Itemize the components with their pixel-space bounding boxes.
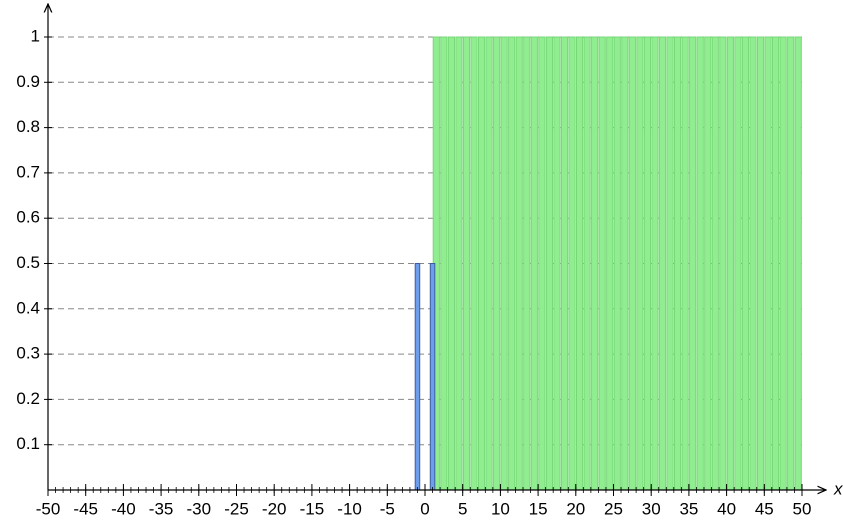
x-tick-label: 35	[679, 499, 698, 518]
bar	[764, 36, 772, 491]
bar	[673, 36, 682, 491]
bar	[772, 36, 780, 491]
x-tick-label: -5	[380, 499, 395, 518]
axes: x 0.10.20.30.40.50.60.70.80.91-50 -45 -40-…	[16, 4, 843, 518]
bar	[429, 263, 436, 491]
bar	[583, 36, 591, 491]
x-axis-label: x	[833, 479, 843, 498]
x-tick-label: -35	[149, 499, 174, 518]
bars	[414, 36, 802, 491]
bar	[779, 36, 787, 491]
x-tick-label: 25	[604, 499, 623, 518]
bar	[598, 36, 606, 491]
bar	[643, 36, 652, 491]
y-tick-label: 0.3	[16, 344, 40, 363]
bar	[470, 36, 478, 491]
x-tick-label: 0	[420, 499, 429, 518]
bar	[462, 36, 471, 491]
y-tick-label: 0.8	[16, 117, 40, 136]
bar	[734, 36, 742, 491]
x-tick-label: -50	[36, 499, 61, 518]
x-tick-label: 45	[755, 499, 774, 518]
x-tick-label: 10	[491, 499, 510, 518]
bar	[414, 263, 421, 491]
bar	[553, 36, 561, 491]
bar	[613, 36, 621, 491]
bar	[681, 36, 689, 491]
bar	[749, 36, 757, 491]
x-tick-label: -20	[262, 499, 287, 518]
bar	[651, 36, 659, 491]
bar	[794, 36, 802, 491]
bar	[666, 36, 674, 491]
y-tick-label: 0.2	[16, 389, 40, 408]
bar	[530, 36, 538, 491]
x-tick-label: 15	[529, 499, 548, 518]
bar	[560, 36, 569, 491]
bar	[538, 36, 546, 491]
bar	[696, 36, 704, 491]
x-tick-label: 5	[458, 499, 467, 518]
y-tick-label: 0.1	[16, 434, 40, 453]
bar	[500, 36, 508, 491]
bar	[756, 36, 765, 491]
bar	[523, 36, 531, 491]
x-tick-label: 30	[642, 499, 661, 518]
y-tick-label: 0.4	[16, 298, 40, 317]
bar	[515, 36, 523, 491]
x-tick-label: -25	[224, 499, 249, 518]
x-tick-label: 20	[566, 499, 585, 518]
bar	[485, 36, 493, 491]
bar	[508, 36, 516, 491]
bar	[689, 36, 697, 491]
bar	[711, 36, 719, 491]
bar	[628, 36, 636, 491]
bar	[658, 36, 667, 491]
bar	[568, 36, 576, 491]
bar	[477, 36, 486, 491]
bar	[440, 36, 448, 491]
bar	[455, 36, 463, 491]
bar	[545, 36, 554, 491]
bar	[726, 36, 734, 491]
bar	[447, 36, 455, 491]
grid	[48, 36, 802, 446]
x-tick-label: 40	[717, 499, 736, 518]
y-tick-label: 0.9	[16, 72, 40, 91]
y-tick-label: 0.5	[16, 253, 40, 272]
x-tick-label: -40	[111, 499, 136, 518]
bar	[493, 36, 501, 491]
y-tick-label: 0.6	[16, 208, 40, 227]
bar	[575, 36, 584, 491]
bar	[704, 36, 712, 491]
x-tick-label: -45	[73, 499, 98, 518]
x-tick-label: -15	[300, 499, 325, 518]
x-tick-label: -30	[187, 499, 212, 518]
y-tick-label: 1	[31, 26, 40, 45]
bar	[621, 36, 629, 491]
bar	[606, 36, 614, 491]
bar	[719, 36, 727, 491]
bar	[787, 36, 795, 491]
bar	[591, 36, 599, 491]
bar	[636, 36, 644, 491]
x-tick-label: 50	[793, 499, 812, 518]
x-tick-label: -10	[337, 499, 362, 518]
y-tick-label: 0.7	[16, 162, 40, 181]
bar	[741, 36, 750, 491]
